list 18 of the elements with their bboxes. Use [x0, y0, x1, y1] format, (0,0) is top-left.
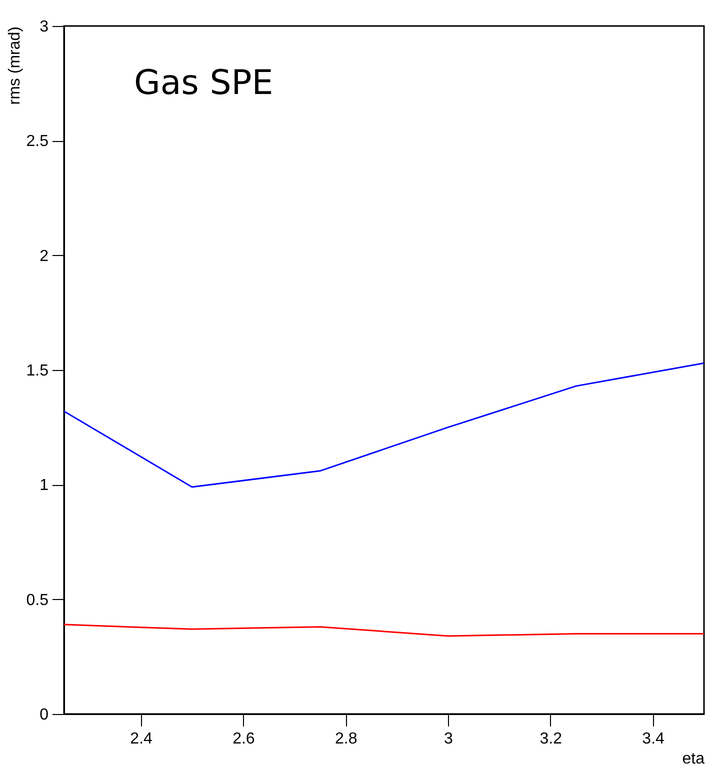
y-tick-label: 2: [40, 248, 49, 265]
y-tick-label: 0.5: [26, 592, 49, 609]
x-tick-label: 2.8: [334, 730, 358, 748]
y-tick-label: 1: [40, 477, 49, 494]
line-series: [63, 624, 705, 637]
line-series: [63, 362, 705, 488]
y-tick-label: 1.5: [26, 362, 49, 380]
x-tick-label: 2.4: [130, 730, 153, 748]
y-tick-label: 3: [40, 18, 49, 36]
annotation: Gas SPE: [134, 63, 274, 103]
y-tick-label: 0: [40, 706, 49, 724]
x-tick-label: 3.2: [540, 730, 562, 748]
y-axis-title: rms (mrad): [6, 26, 24, 105]
x-tick-label: 3: [444, 730, 454, 748]
x-tick-label: 3.4: [642, 730, 665, 748]
x-tick-label: 2.6: [232, 730, 255, 748]
y-tick-label: 2.5: [26, 133, 49, 150]
x-axis-title: eta: [682, 750, 705, 765]
